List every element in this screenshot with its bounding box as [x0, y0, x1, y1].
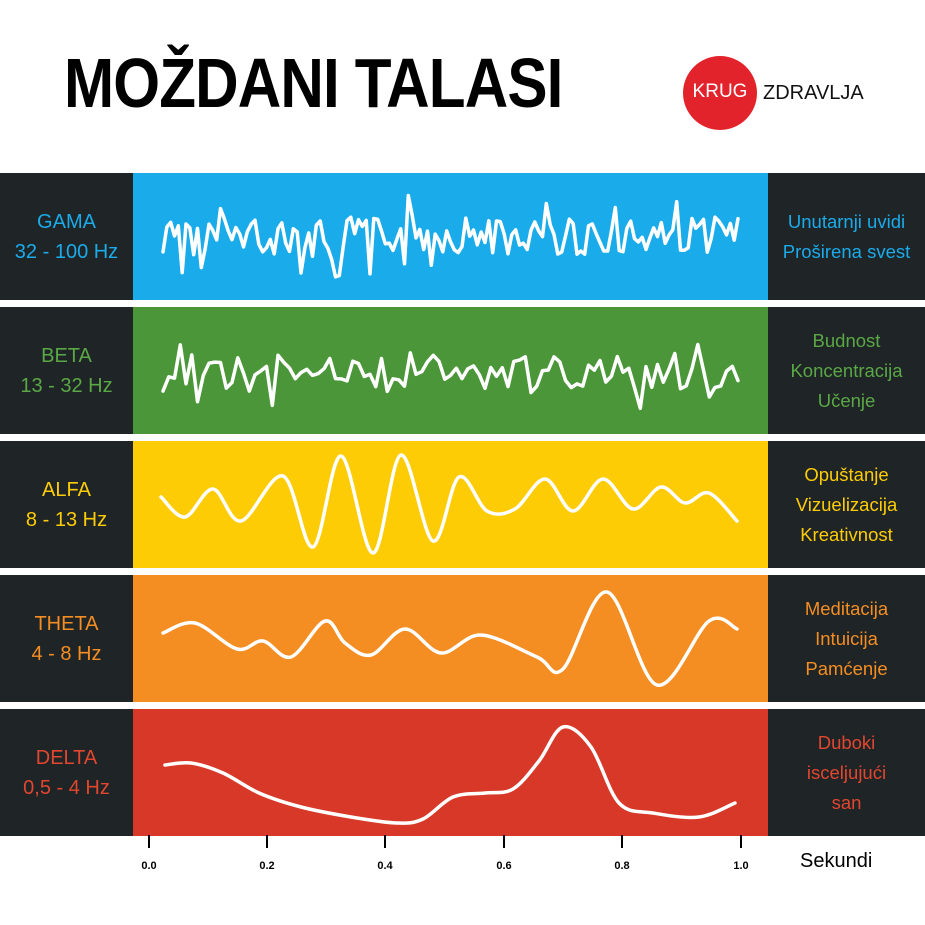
wave-band-alfa [133, 441, 768, 568]
wave-range: 4 - 8 Hz [31, 642, 102, 665]
wave-range: 32 - 100 Hz [14, 240, 119, 263]
wave-description-delta: Duboki isceljujući san [768, 709, 925, 836]
wave-description-line: Intuicija [815, 627, 878, 649]
wave-line-delta [163, 724, 737, 825]
wave-row-gama: GAMA 32 - 100 Hz Unutarnji uvidi Prošire… [0, 173, 925, 300]
axis-tick-label: 0.8 [614, 860, 630, 872]
wave-description-gama: Unutarnji uvidi Proširena svest [768, 173, 925, 300]
axis-tick-label: 1.0 [733, 860, 749, 872]
wave-label-gama: GAMA 32 - 100 Hz [0, 173, 133, 300]
wave-description-line: Meditacija [804, 597, 889, 619]
wave-description-line: Opuštanje [804, 463, 889, 485]
axis-tick-label: 0.4 [377, 860, 393, 872]
wave-line-gama [161, 193, 740, 279]
page-title: MOŽDANI TALASI [64, 44, 563, 122]
wave-line-alfa [159, 453, 739, 555]
wave-line-theta [161, 590, 739, 687]
wave-description-line: Proširena svest [782, 240, 911, 262]
axis-tick [503, 835, 505, 848]
wave-description-line: Učenje [817, 389, 876, 411]
wave-description-line: Unutarnji uvidi [787, 210, 906, 232]
logo-circle [683, 56, 757, 130]
wave-description-line: Koncentracija [790, 359, 903, 381]
axis-tick [384, 835, 386, 848]
axis-tick [740, 835, 742, 848]
wave-row-theta: THETA 4 - 8 Hz Meditacija Intuicija Pamć… [0, 575, 925, 702]
wave-description-beta: Budnost Koncentracija Učenje [768, 307, 925, 434]
wave-range: 13 - 32 Hz [20, 374, 113, 397]
wave-description-line: Pamćenje [805, 657, 888, 679]
axis-tick [266, 835, 268, 848]
wave-band-beta [133, 307, 768, 434]
wave-name: GAMA [37, 210, 96, 233]
logo-krug-text: KRUG [692, 81, 748, 102]
wave-description-line: Kreativnost [800, 523, 893, 545]
wave-description-line: Duboki [817, 731, 876, 753]
axis-tick-label: 0.2 [259, 860, 275, 872]
wave-label-alfa: ALFA 8 - 13 Hz [0, 441, 133, 568]
axis-tick [148, 835, 150, 848]
wave-description-line: isceljujući [806, 761, 887, 783]
wave-description-line: Vizuelizacija [795, 493, 898, 515]
wave-description-line: Budnost [812, 329, 881, 351]
wave-name: BETA [41, 344, 92, 367]
axis-unit-label: Sekundi [800, 850, 873, 872]
wave-label-delta: DELTA 0,5 - 4 Hz [0, 709, 133, 836]
wave-description-alfa: Opuštanje Vizuelizacija Kreativnost [768, 441, 925, 568]
axis-tick-label: 0.0 [141, 860, 157, 872]
wave-name: DELTA [35, 746, 98, 769]
wave-description-theta: Meditacija Intuicija Pamćenje [768, 575, 925, 702]
axis-tick-label: 0.6 [496, 860, 512, 872]
wave-range: 0,5 - 4 Hz [23, 776, 110, 799]
wave-label-beta: BETA 13 - 32 Hz [0, 307, 133, 434]
wave-label-theta: THETA 4 - 8 Hz [0, 575, 133, 702]
wave-description-line: san [831, 791, 862, 813]
axis-tick [621, 835, 623, 848]
wave-line-beta [161, 342, 740, 411]
wave-name: ALFA [42, 478, 91, 501]
wave-row-delta: DELTA 0,5 - 4 Hz Duboki isceljujući san [0, 709, 925, 836]
wave-band-theta [133, 575, 768, 702]
wave-name: THETA [34, 612, 99, 635]
wave-row-alfa: ALFA 8 - 13 Hz Opuštanje Vizuelizacija K… [0, 441, 925, 568]
wave-row-beta: BETA 13 - 32 Hz Budnost Koncentracija Uč… [0, 307, 925, 434]
logo-zdravlja-text: ZDRAVLJA [763, 82, 864, 104]
wave-range: 8 - 13 Hz [25, 508, 108, 531]
